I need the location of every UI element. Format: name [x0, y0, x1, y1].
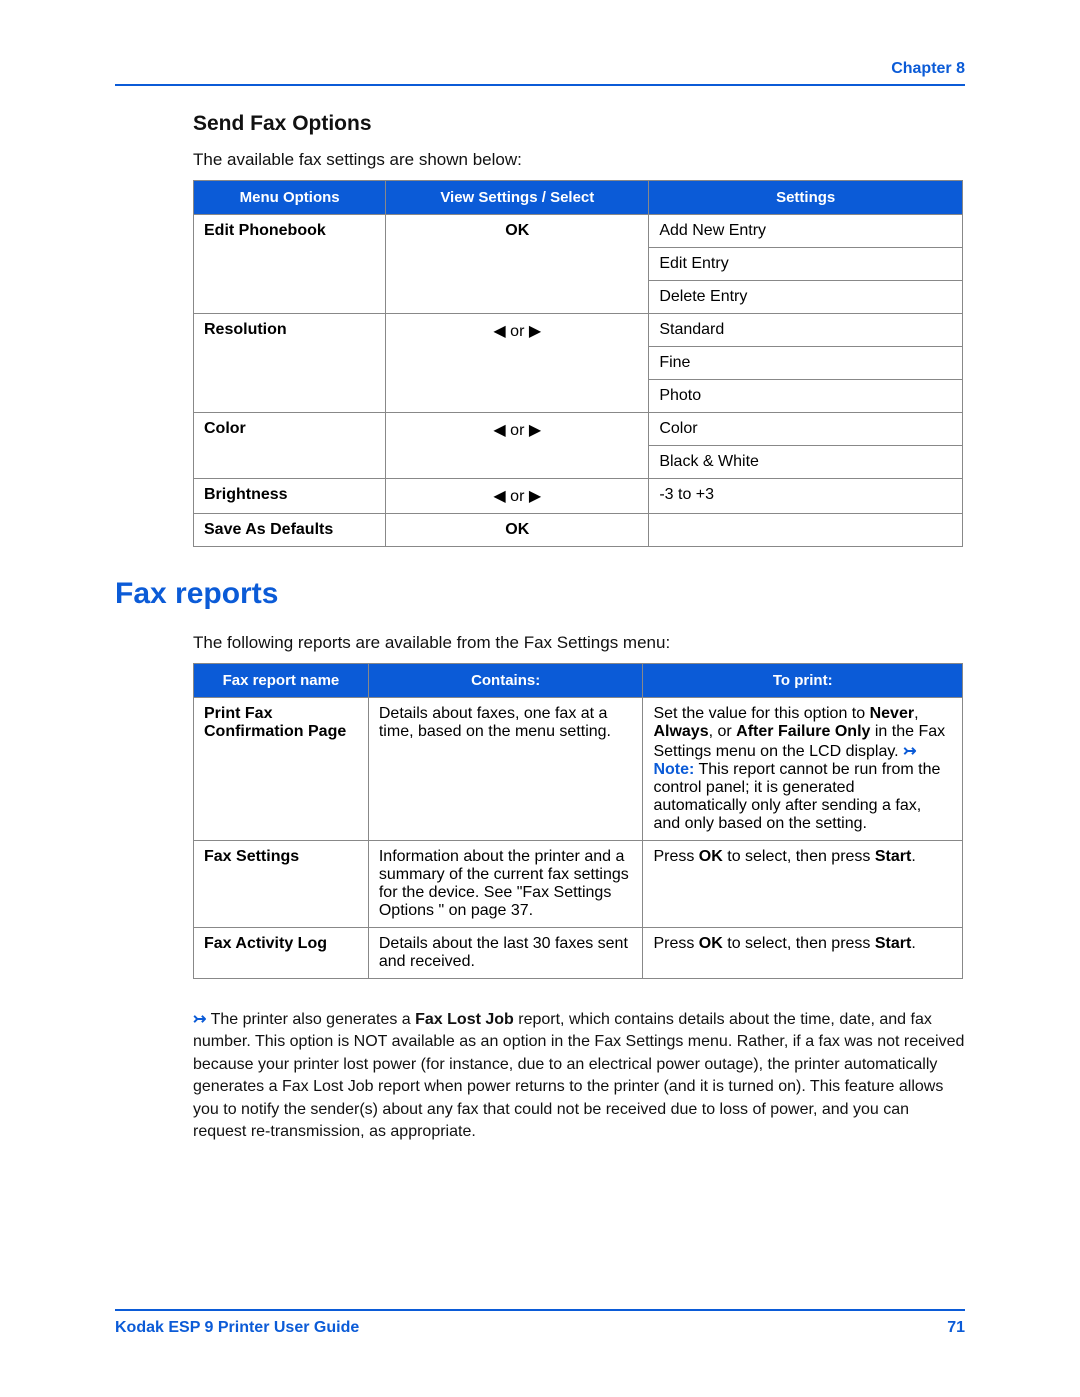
table-row: Save As Defaults OK — [194, 514, 963, 547]
page-footer: Kodak ESP 9 Printer User Guide 71 — [115, 1301, 965, 1337]
text-bold: OK — [699, 848, 723, 865]
text: report, which contains details about the… — [193, 1011, 964, 1140]
table-row: Brightness ◀ or ▶ -3 to +3 — [194, 479, 963, 514]
cell-arrows: ◀ or ▶ — [386, 413, 649, 479]
table-header-row: Menu Options View Settings / Select Sett… — [194, 181, 963, 215]
cell-r1-contains: Details about faxes, one fax at a time, … — [368, 698, 643, 841]
table-row: Color ◀ or ▶ Color — [194, 413, 963, 446]
cell-r1-toprint: Set the value for this option to Never , … — [643, 698, 963, 841]
th-to-print: To print: — [643, 664, 963, 698]
fax-reports-heading: Fax reports — [115, 577, 965, 611]
text: . — [911, 935, 915, 952]
cell-add-new-entry: Add New Entry — [649, 215, 963, 248]
header-rule — [115, 84, 965, 86]
note-ref-icon: ↣ — [193, 1009, 206, 1031]
table-row: Resolution ◀ or ▶ Standard — [194, 314, 963, 347]
fax-reports-intro: The following reports are available from… — [193, 633, 965, 653]
th-settings: Settings — [649, 181, 963, 215]
send-fax-intro: The available fax settings are shown bel… — [193, 150, 965, 170]
th-view-settings: View Settings / Select — [386, 181, 649, 215]
table-row: Fax Activity Log Details about the last … — [194, 928, 963, 979]
cell-edit-entry: Edit Entry — [649, 248, 963, 281]
text-bold: Always — [653, 723, 708, 740]
text-bold: After Failure Only — [736, 723, 870, 740]
footer-page-number: 71 — [947, 1319, 965, 1337]
text: , — [914, 705, 918, 722]
chapter-label: Chapter 8 — [115, 60, 965, 78]
fax-options-table: Menu Options View Settings / Select Sett… — [193, 180, 963, 547]
cell-r2-toprint: Press OK to select, then press Start. — [643, 841, 963, 928]
text-bold: OK — [699, 935, 723, 952]
cell-color: Color — [194, 413, 386, 479]
cell-ok: OK — [386, 215, 649, 314]
fax-reports-table: Fax report name Contains: To print: Prin… — [193, 663, 963, 979]
cell-delete-entry: Delete Entry — [649, 281, 963, 314]
table-row: Edit Phonebook OK Add New Entry — [194, 215, 963, 248]
cell-fax-activity: Fax Activity Log — [194, 928, 369, 979]
cell-ok: OK — [386, 514, 649, 547]
cell-color-val: Color — [649, 413, 963, 446]
cell-fine: Fine — [649, 347, 963, 380]
footer-title: Kodak ESP 9 Printer User Guide — [115, 1319, 359, 1337]
text-bold: Fax Lost Job — [415, 1011, 514, 1028]
cell-photo: Photo — [649, 380, 963, 413]
text-bold: Start — [875, 848, 911, 865]
text: Press — [653, 935, 698, 952]
cell-arrows: ◀ or ▶ — [386, 479, 649, 514]
table-row: Fax Settings Information about the print… — [194, 841, 963, 928]
text: Set the value for this option to — [653, 705, 869, 722]
table-row: Print Fax Confirmation Page Details abou… — [194, 698, 963, 841]
cell-standard: Standard — [649, 314, 963, 347]
cell-r3-toprint: Press OK to select, then press Start. — [643, 928, 963, 979]
th-report-name: Fax report name — [194, 664, 369, 698]
cell-r3-contains: Details about the last 30 faxes sent and… — [368, 928, 643, 979]
document-page: Chapter 8 Send Fax Options The available… — [0, 0, 1080, 1397]
footnote: ↣ The printer also generates a Fax Lost … — [193, 1009, 965, 1143]
cell-brightness-range: -3 to +3 — [649, 479, 963, 514]
text: , or — [709, 723, 737, 740]
cell-edit-phonebook: Edit Phonebook — [194, 215, 386, 314]
footer-rule — [115, 1309, 965, 1311]
cell-bw: Black & White — [649, 446, 963, 479]
text: to select, then press — [723, 848, 875, 865]
th-menu-options: Menu Options — [194, 181, 386, 215]
note-label: Note: — [653, 761, 694, 778]
cell-fax-settings: Fax Settings — [194, 841, 369, 928]
text: This report cannot be run from the contr… — [653, 761, 940, 832]
cell-arrows: ◀ or ▶ — [386, 314, 649, 413]
cell-r2-contains: Information about the printer and a summ… — [368, 841, 643, 928]
text: . — [911, 848, 915, 865]
text: to select, then press — [723, 935, 875, 952]
cell-print-fax-conf: Print Fax Confirmation Page — [194, 698, 369, 841]
footer-row: Kodak ESP 9 Printer User Guide 71 — [115, 1319, 965, 1337]
table-header-row: Fax report name Contains: To print: — [194, 664, 963, 698]
cell-resolution: Resolution — [194, 314, 386, 413]
text: The printer also generates a — [211, 1011, 416, 1028]
note-ref-icon: ↣ — [903, 741, 916, 761]
cell-save-defaults: Save As Defaults — [194, 514, 386, 547]
cell-empty — [649, 514, 963, 547]
th-contains: Contains: — [368, 664, 643, 698]
text-bold: Never — [870, 705, 914, 722]
send-fax-options-heading: Send Fax Options — [193, 112, 965, 136]
text: Press — [653, 848, 698, 865]
cell-brightness: Brightness — [194, 479, 386, 514]
text-bold: Start — [875, 935, 911, 952]
